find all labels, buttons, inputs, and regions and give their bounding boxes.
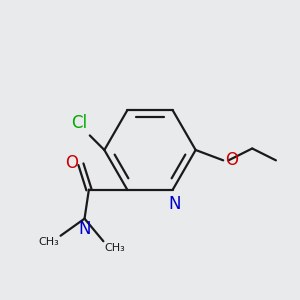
Text: N: N [78,220,91,238]
Text: CH₃: CH₃ [38,237,59,247]
Text: O: O [225,151,238,169]
Text: O: O [65,154,78,172]
Text: Cl: Cl [71,115,87,133]
Text: CH₃: CH₃ [105,243,126,253]
Text: N: N [168,195,181,213]
